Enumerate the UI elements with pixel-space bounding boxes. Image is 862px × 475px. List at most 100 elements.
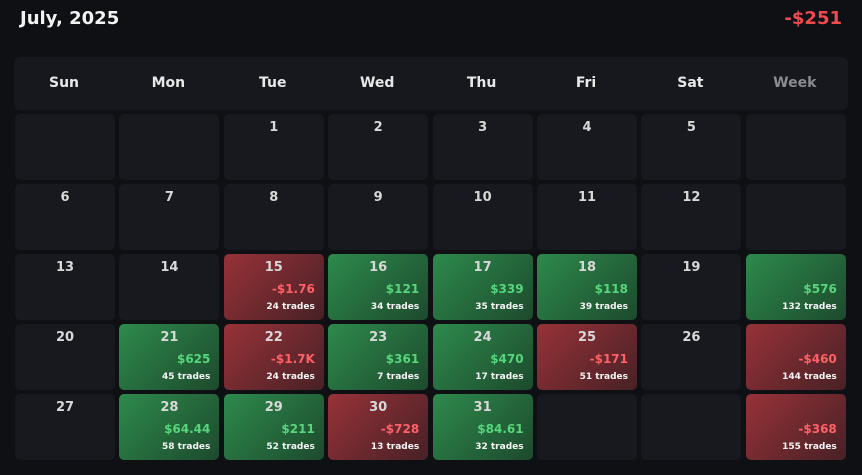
day-number: 1 (269, 120, 279, 135)
day-number: 6 (60, 190, 70, 205)
day-cell: 9 (328, 184, 429, 250)
day-cell: 19 (641, 254, 742, 320)
trade-count: 34 trades (370, 302, 420, 312)
trade-count: 52 trades (266, 442, 315, 452)
day-cell: 16 $121 34 trades (328, 254, 429, 320)
pnl: $64.44 (164, 422, 211, 436)
day-cell (15, 114, 115, 180)
day-cell (641, 394, 742, 460)
day-cell: 11 (537, 184, 637, 250)
day-cell (119, 114, 220, 180)
day-cell: 10 (432, 184, 533, 250)
pnl: -$1.76 (271, 282, 315, 296)
trade-count: 13 trades (370, 442, 420, 452)
day-number: 17 (473, 260, 492, 275)
day-number: 12 (682, 190, 701, 205)
column-header: Sun (48, 75, 80, 91)
trade-count: 17 trades (475, 372, 524, 382)
weekday-header: Sun Mon Tue Wed Thu Fri Sat Week (14, 57, 848, 110)
day-cell: 25 -$171 51 trades (537, 324, 637, 390)
day-cell: 17 $339 35 trades (432, 254, 533, 320)
column-header: Fri (575, 75, 597, 91)
column-header: Thu (466, 75, 497, 91)
pnl: -$728 (380, 422, 420, 436)
pnl: $339 (490, 282, 524, 296)
day-number: 26 (682, 330, 701, 345)
day-number: 23 (369, 330, 388, 345)
trade-count: 39 trades (579, 302, 628, 312)
day-cell (537, 394, 637, 460)
pnl: $211 (281, 422, 315, 436)
day-cell: 18 $118 39 trades (537, 254, 637, 320)
day-cell: 29 $211 52 trades (223, 394, 324, 460)
day-number: 11 (577, 190, 597, 205)
day-cell: 4 (537, 114, 637, 180)
pnl: $84.61 (477, 422, 524, 436)
trade-count: 24 trades (266, 372, 315, 382)
trade-count: 32 trades (475, 442, 524, 452)
day-cell: 7 (119, 184, 220, 250)
column-header: Mon (151, 75, 186, 91)
day-cell: 5 (641, 114, 742, 180)
day-cell: 28 $64.44 58 trades (119, 394, 220, 460)
day-number: 20 (55, 330, 75, 345)
day-cell: 22 -$1.7K 24 trades (223, 324, 324, 390)
day-number: 29 (264, 400, 283, 415)
month-title: July, 2025 (20, 8, 120, 29)
trade-count: 45 trades (162, 372, 211, 382)
day-cell: 27 (15, 394, 115, 460)
day-cell: 8 (223, 184, 324, 250)
week-summary: -$368 155 trades (745, 394, 846, 460)
day-number: 19 (682, 260, 701, 275)
day-cell: 24 $470 17 trades (432, 324, 533, 390)
trade-count: 24 trades (266, 302, 315, 312)
day-number: 30 (369, 400, 388, 415)
day-number: 15 (264, 260, 283, 275)
pnl: -$368 (798, 422, 837, 436)
day-number: 18 (577, 260, 597, 275)
day-number: 31 (473, 400, 492, 415)
day-cell: 15 -$1.76 24 trades (223, 254, 324, 320)
week-summary (745, 184, 846, 250)
pnl: $118 (594, 282, 628, 296)
trade-count: 7 trades (377, 372, 420, 382)
day-cell: 13 (15, 254, 115, 320)
week-summary (745, 114, 846, 180)
trade-count: 58 trades (162, 442, 211, 452)
day-number: 24 (473, 330, 492, 345)
day-number: 4 (582, 120, 592, 135)
week-summary: $576 132 trades (745, 254, 846, 320)
day-number: 27 (55, 400, 75, 415)
day-cell: 30 -$728 13 trades (328, 394, 429, 460)
day-cell: 3 (432, 114, 533, 180)
pnl: -$171 (589, 352, 628, 366)
day-cell: 26 (641, 324, 742, 390)
day-number: 21 (160, 330, 179, 345)
pnl: -$1.7K (270, 352, 315, 366)
trade-count: 35 trades (475, 302, 524, 312)
column-header: Week (773, 75, 817, 91)
day-cell: 12 (641, 184, 742, 250)
day-number: 22 (264, 330, 283, 345)
month-total: -$251 (784, 8, 842, 29)
column-header: Sat (677, 75, 704, 91)
trade-count: 51 trades (579, 372, 628, 382)
column-header: Tue (259, 75, 287, 91)
day-number: 8 (269, 190, 279, 205)
day-cell: 31 $84.61 32 trades (432, 394, 533, 460)
day-cell: 21 $625 45 trades (119, 324, 220, 390)
day-cell: 23 $361 7 trades (328, 324, 429, 390)
pnl: $361 (385, 352, 420, 366)
day-number: 3 (478, 120, 488, 135)
pnl: $121 (385, 282, 420, 296)
day-number: 28 (160, 400, 179, 415)
week-summary: -$460 144 trades (745, 324, 846, 390)
day-number: 2 (373, 120, 383, 135)
day-cell: 14 (119, 254, 220, 320)
pnl: $470 (490, 352, 524, 366)
day-number: 5 (686, 120, 696, 135)
column-header: Wed (359, 75, 395, 91)
trade-count: 144 trades (782, 372, 837, 382)
day-cell: 20 (15, 324, 115, 390)
